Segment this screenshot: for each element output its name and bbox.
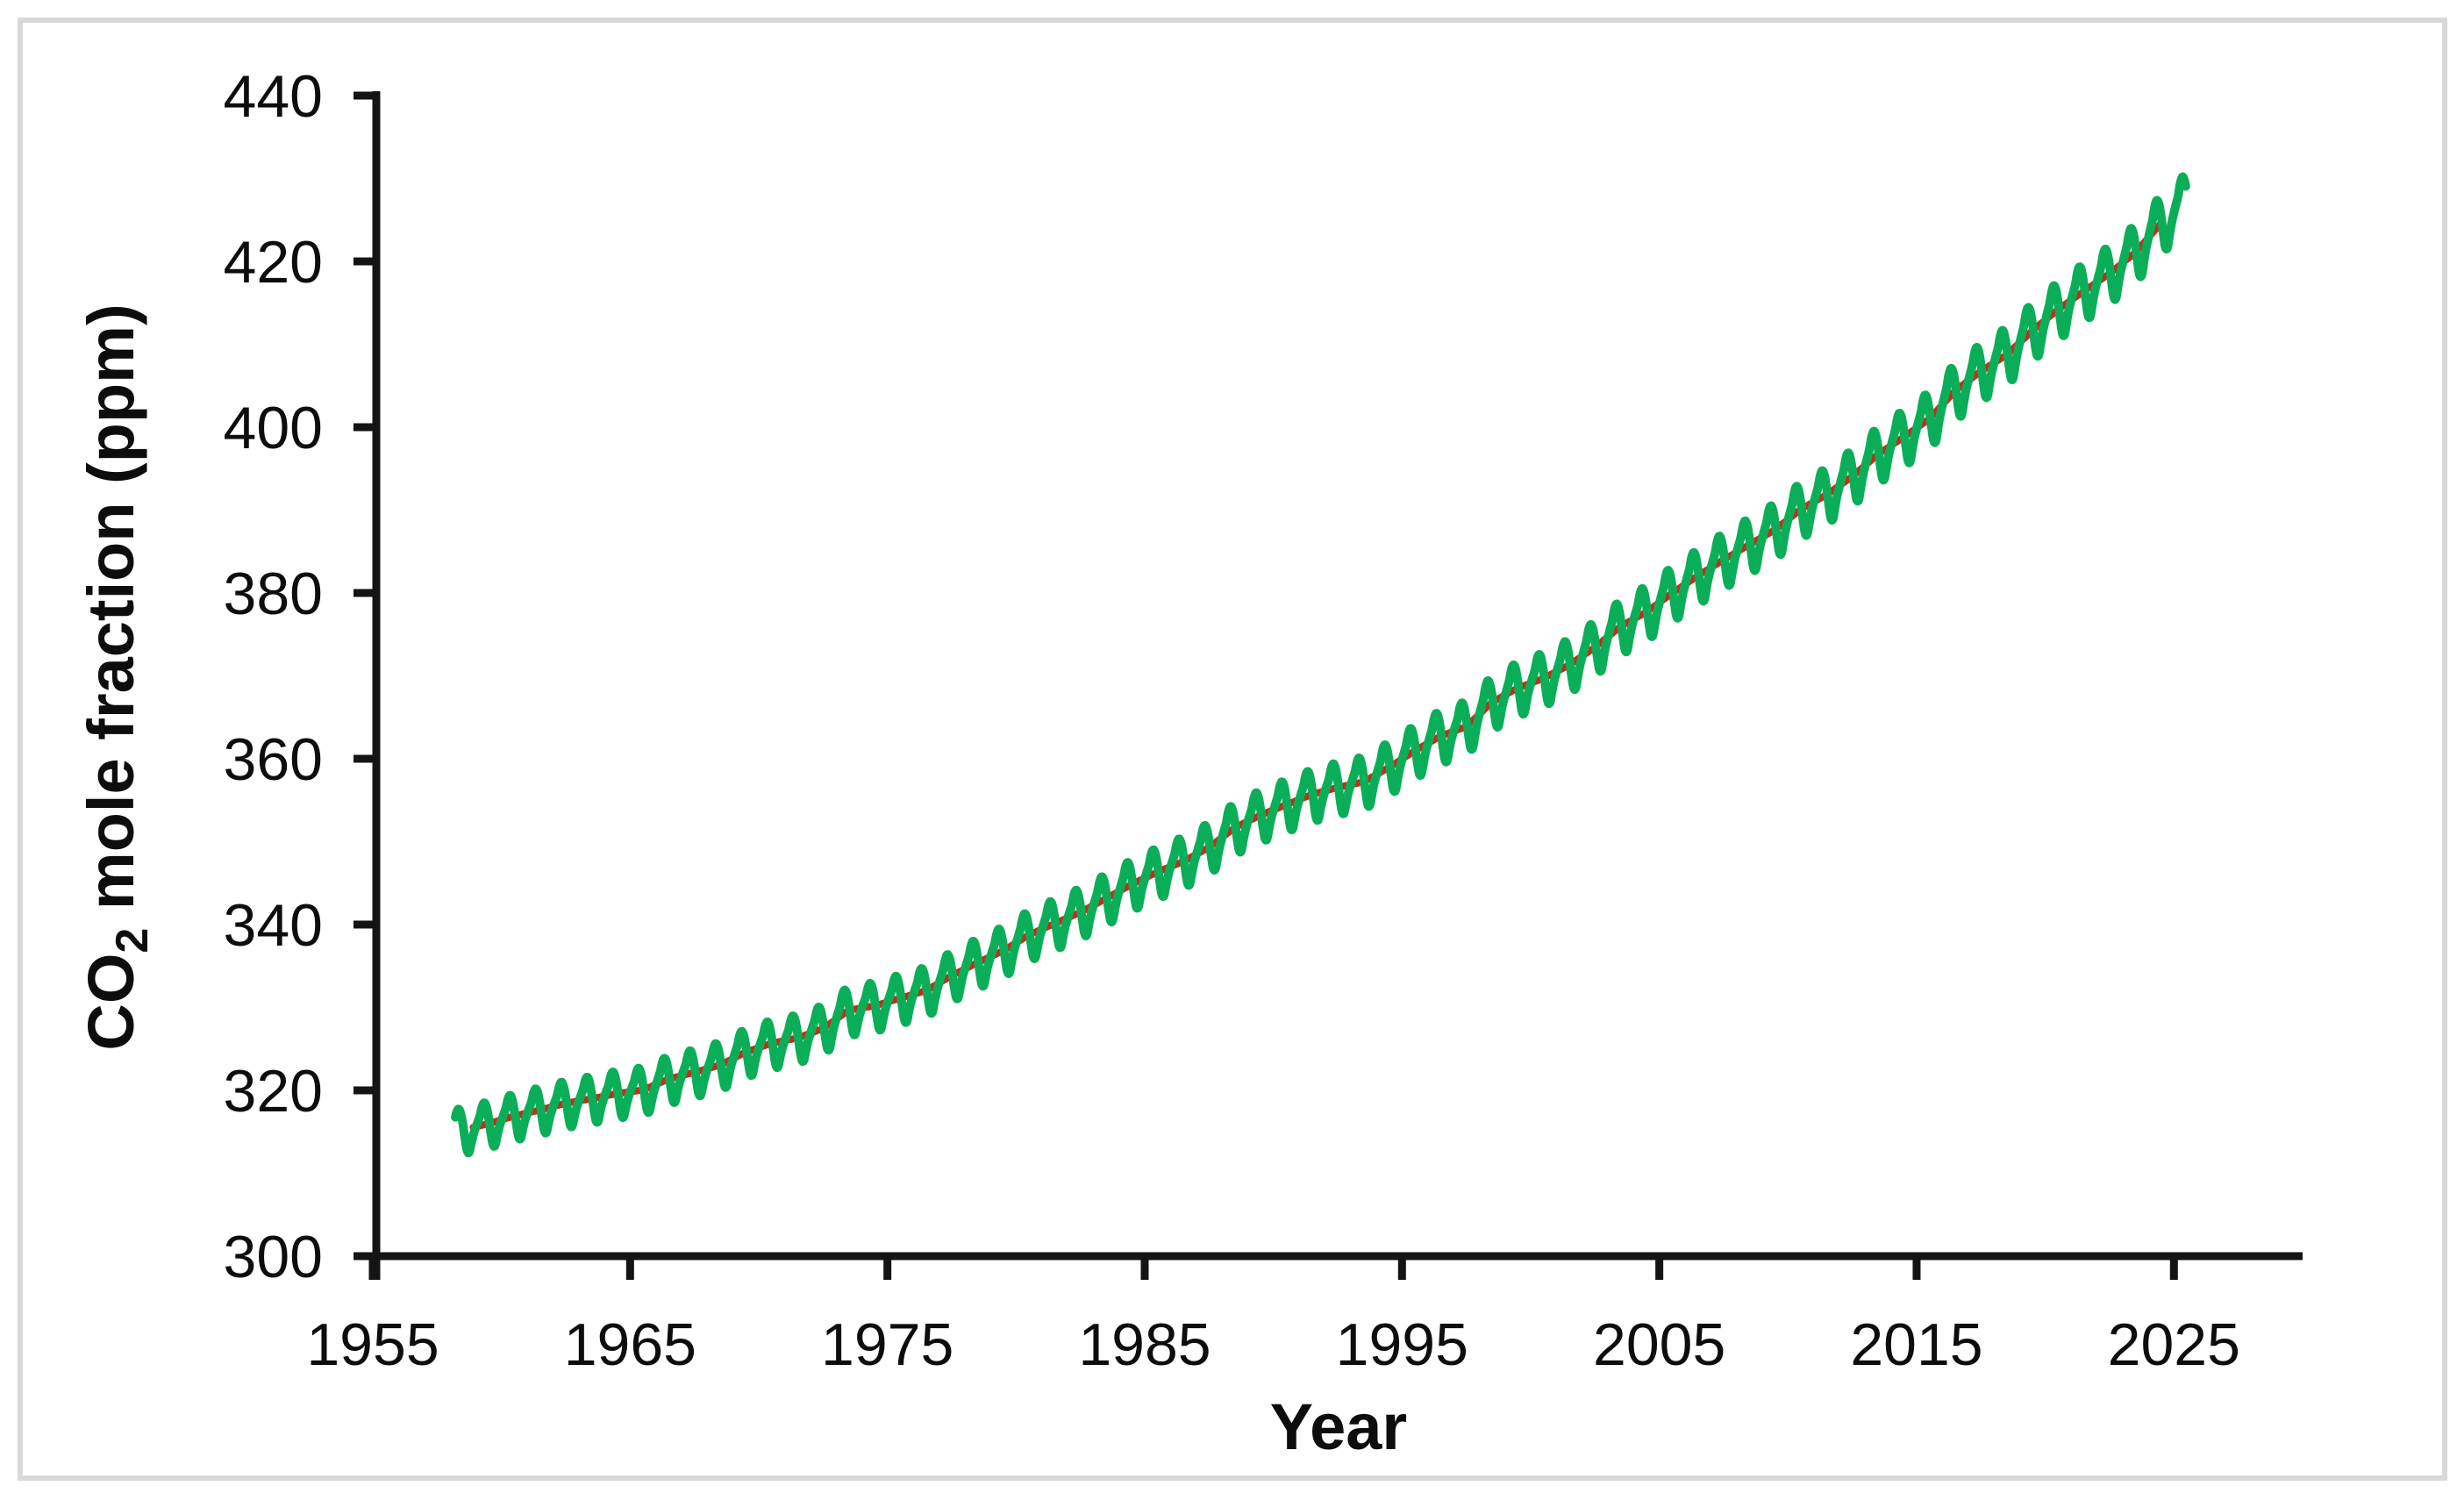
y-tick-label: 400 [224, 395, 323, 461]
y-axis-title-suffix: mole fraction (ppm) [75, 304, 147, 927]
y-tick-label: 360 [224, 726, 323, 793]
x-tick-label: 1965 [564, 1311, 696, 1378]
x-axis-title: Year [1270, 1390, 1407, 1463]
x-tick-label: 1995 [1336, 1311, 1468, 1378]
plot-area [451, 172, 2190, 1158]
x-tick-label: 2015 [1850, 1311, 1982, 1378]
y-tick-label: 300 [224, 1224, 323, 1290]
y-axis-title-prefix: CO [75, 954, 147, 1051]
axis-ticks [354, 91, 2178, 1280]
x-tick-label: 1975 [821, 1311, 953, 1378]
axes: 300 320 340 360 380 400 420 440 1955 1965 1975 1985… [224, 63, 2303, 1378]
monthly-co2-line [451, 172, 2190, 1158]
y-tick-label: 380 [224, 561, 323, 627]
x-tick-label: 2025 [2108, 1311, 2240, 1378]
trend-line [469, 218, 2167, 1132]
x-tick-label: 1955 [306, 1311, 439, 1378]
x-tick-label: 1985 [1078, 1311, 1211, 1378]
axis-tick-labels: 300 320 340 360 380 400 420 440 1955 1965 1975 1985… [224, 63, 2240, 1378]
y-axis-title: CO2 mole fraction (ppm) [75, 304, 158, 1050]
y-tick-label: 440 [224, 63, 323, 130]
figure-border [18, 18, 2447, 1481]
x-tick-label: 2005 [1593, 1311, 1725, 1378]
y-axis-title-subscript: 2 [107, 928, 158, 954]
y-tick-label: 340 [224, 892, 323, 959]
y-tick-label: 320 [224, 1058, 323, 1125]
y-tick-label: 420 [224, 229, 323, 296]
